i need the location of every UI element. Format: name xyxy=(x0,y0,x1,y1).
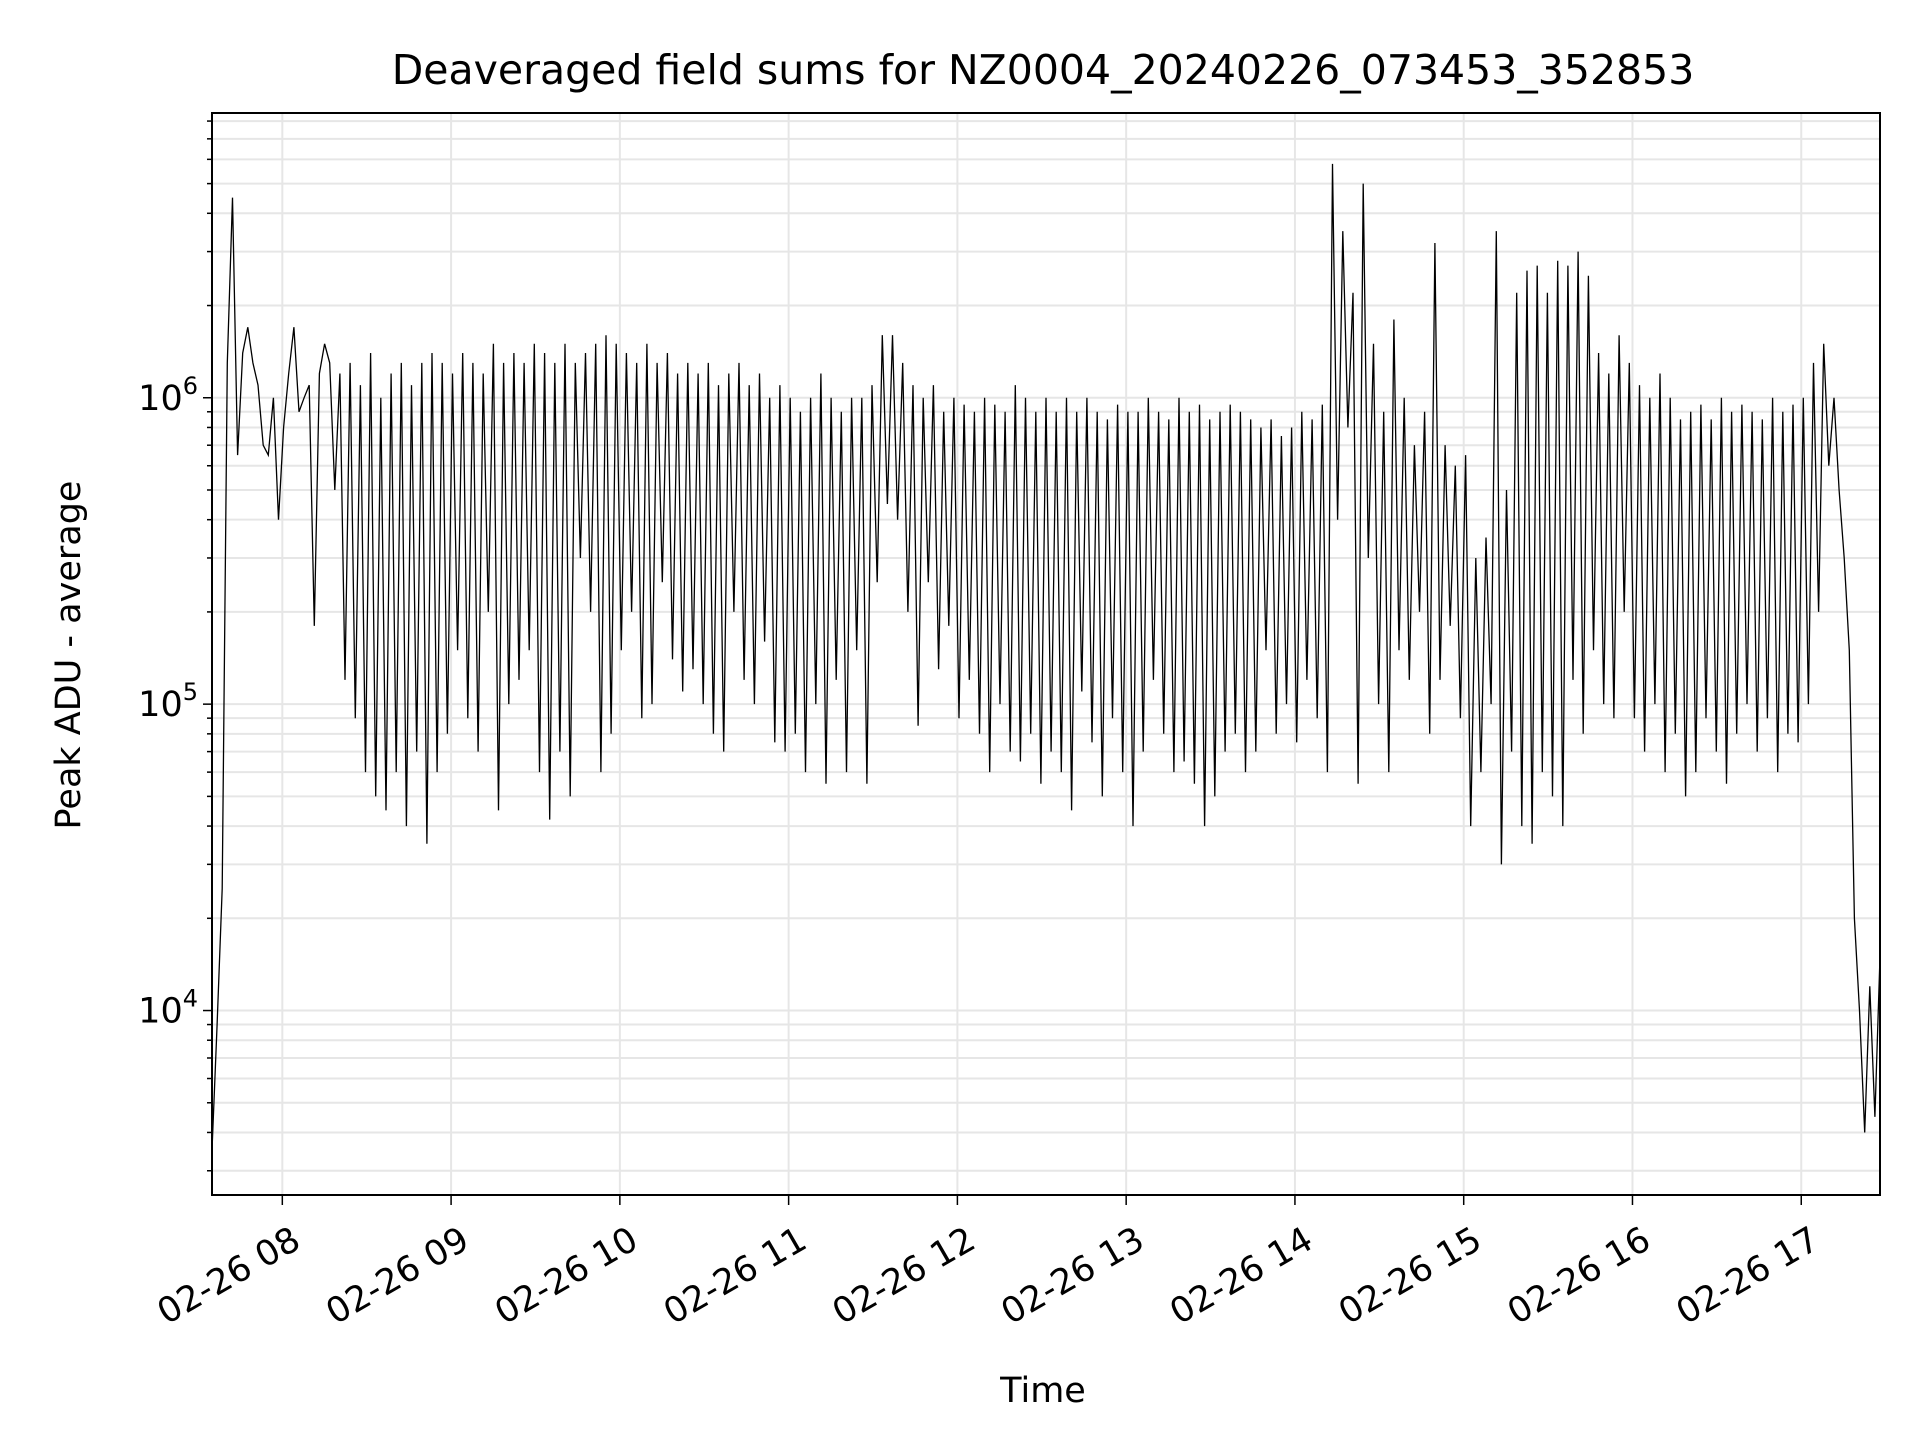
grid-layer xyxy=(212,113,1880,1195)
y-axis-label: Peak ADU - average xyxy=(49,481,89,830)
series-line xyxy=(211,163,1881,1151)
y-tick-label: 105 xyxy=(138,678,198,725)
plot-frame xyxy=(211,112,1881,1196)
y-tick-label: 106 xyxy=(138,372,198,419)
x-tick-label: 02-26 14 xyxy=(1164,1220,1320,1333)
series-layer xyxy=(211,163,1881,1151)
y-tick-label: 104 xyxy=(138,985,198,1032)
x-tick-label: 02-26 08 xyxy=(151,1220,307,1333)
x-tick-label: 02-26 12 xyxy=(826,1220,982,1333)
x-axis-label: Time xyxy=(999,1371,1086,1411)
x-tick-label: 02-26 10 xyxy=(488,1220,644,1333)
x-tick-label: 02-26 16 xyxy=(1501,1220,1657,1333)
x-tick-label: 02-26 11 xyxy=(657,1220,813,1333)
x-tick-label: 02-26 17 xyxy=(1670,1220,1826,1333)
x-tick-label: 02-26 15 xyxy=(1332,1220,1488,1333)
x-tick-label: 02-26 13 xyxy=(995,1220,1151,1333)
x-tick-label: 02-26 09 xyxy=(320,1220,476,1333)
chart-title: Deaveraged field sums for NZ0004_2024022… xyxy=(392,46,1695,94)
